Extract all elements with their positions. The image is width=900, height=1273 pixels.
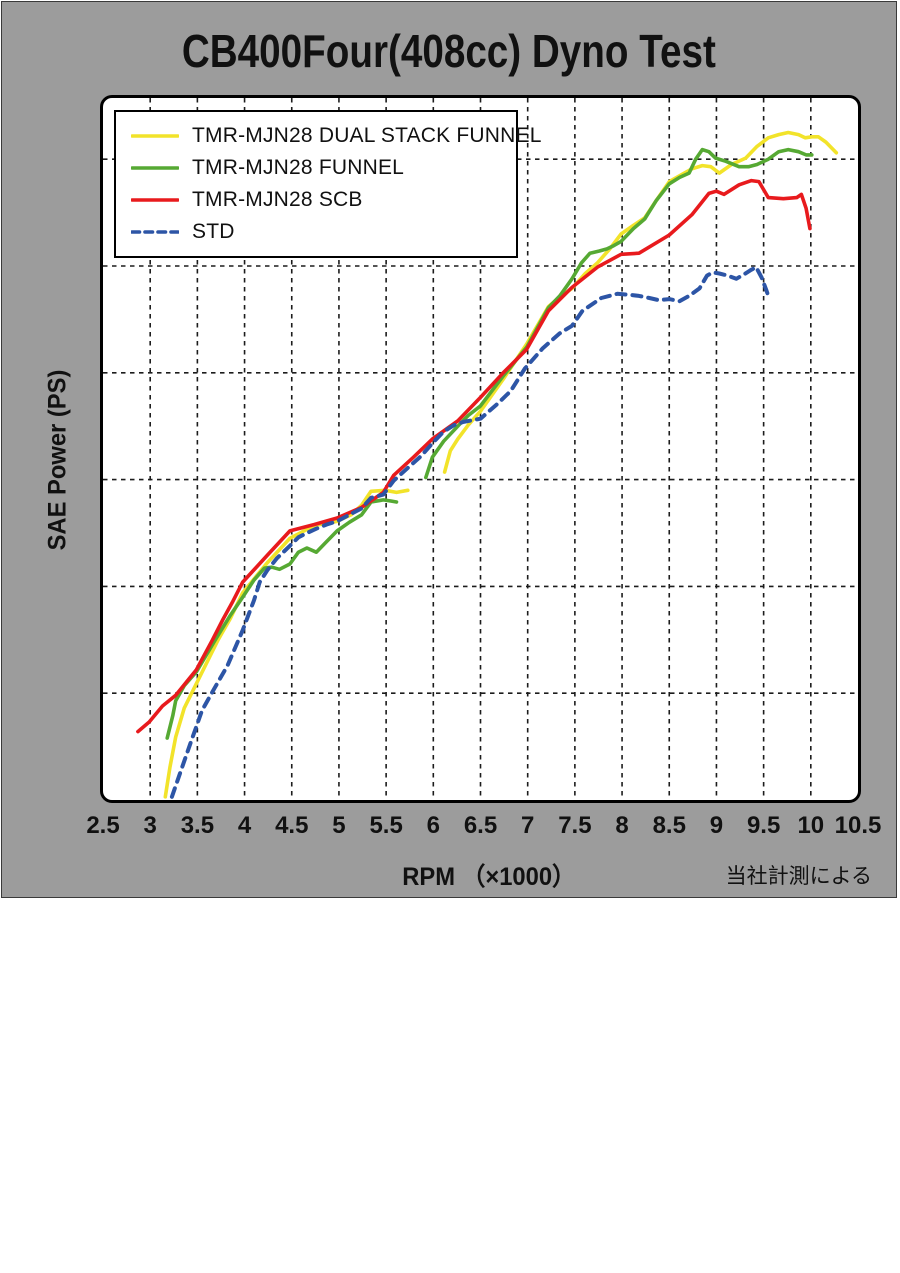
series-line-tmr-mjn28-funnel — [423, 147, 814, 480]
series-line-tmr-mjn28-dual-stack-funnel — [163, 488, 410, 799]
legend-swatch-line-icon — [131, 166, 179, 170]
page-title: CB400Four(408cc) Dyno Test — [2, 26, 896, 77]
legend-label: TMR-MJN28 FUNNEL — [192, 156, 405, 179]
dyno-chart-panel: CB400Four(408cc) Dyno Test TMR-MJN28 DUA… — [1, 1, 897, 898]
legend-item: TMR-MJN28 FUNNEL — [131, 152, 510, 184]
x-tick-label: 5 — [332, 812, 346, 839]
x-tick-label: 2.5 — [86, 812, 120, 839]
legend-label: TMR-MJN28 DUAL STACK FUNNEL — [192, 124, 542, 147]
legend-swatch-line-icon — [131, 134, 179, 138]
x-tick-label: 4 — [237, 812, 252, 839]
x-tick-label: 10 — [797, 812, 825, 839]
series-line-std — [169, 265, 772, 799]
x-tick-label: 10.5 — [834, 812, 882, 839]
y-axis-label: SAE Power (PS) — [43, 369, 72, 551]
x-axis-label: RPM （×1000） — [402, 863, 576, 891]
legend-label: TMR-MJN28 SCB — [192, 188, 363, 211]
x-tick-label: 6 — [426, 812, 440, 839]
legend-swatch-line-icon — [131, 230, 179, 234]
plot-area: TMR-MJN28 DUAL STACK FUNNEL TMR-MJN28 FUN… — [100, 95, 861, 803]
x-tick-label: 5.5 — [369, 812, 403, 839]
x-tick-label: 6.5 — [463, 812, 498, 839]
series-line-tmr-mjn28-funnel — [165, 498, 399, 740]
legend: TMR-MJN28 DUAL STACK FUNNEL TMR-MJN28 FUN… — [114, 110, 541, 258]
measurement-note: 当社計測による — [725, 865, 872, 888]
x-tick-label: 8.5 — [652, 812, 686, 839]
legend-item: TMR-MJN28 SCB — [131, 184, 510, 216]
x-tick-label: 9 — [709, 812, 724, 839]
x-tick-label: 4.5 — [275, 812, 309, 839]
x-tick-label: 7 — [521, 812, 535, 839]
x-tick-label: 9.5 — [746, 812, 781, 839]
x-tick-label: 3 — [143, 812, 157, 839]
x-tick-label: 8 — [615, 812, 629, 839]
legend-item: TMR-MJN28 DUAL STACK FUNNEL — [131, 120, 541, 152]
x-tick-label: 3.5 — [180, 812, 215, 839]
legend-swatch-line-icon — [131, 198, 179, 202]
page-title-text: CB400Four(408cc) Dyno Test — [182, 25, 716, 77]
series-line-tmr-mjn28-scb — [136, 178, 812, 734]
legend-label: STD — [192, 220, 235, 243]
legend-item: STD — [131, 216, 510, 248]
x-tick-label: 7.5 — [558, 812, 592, 839]
